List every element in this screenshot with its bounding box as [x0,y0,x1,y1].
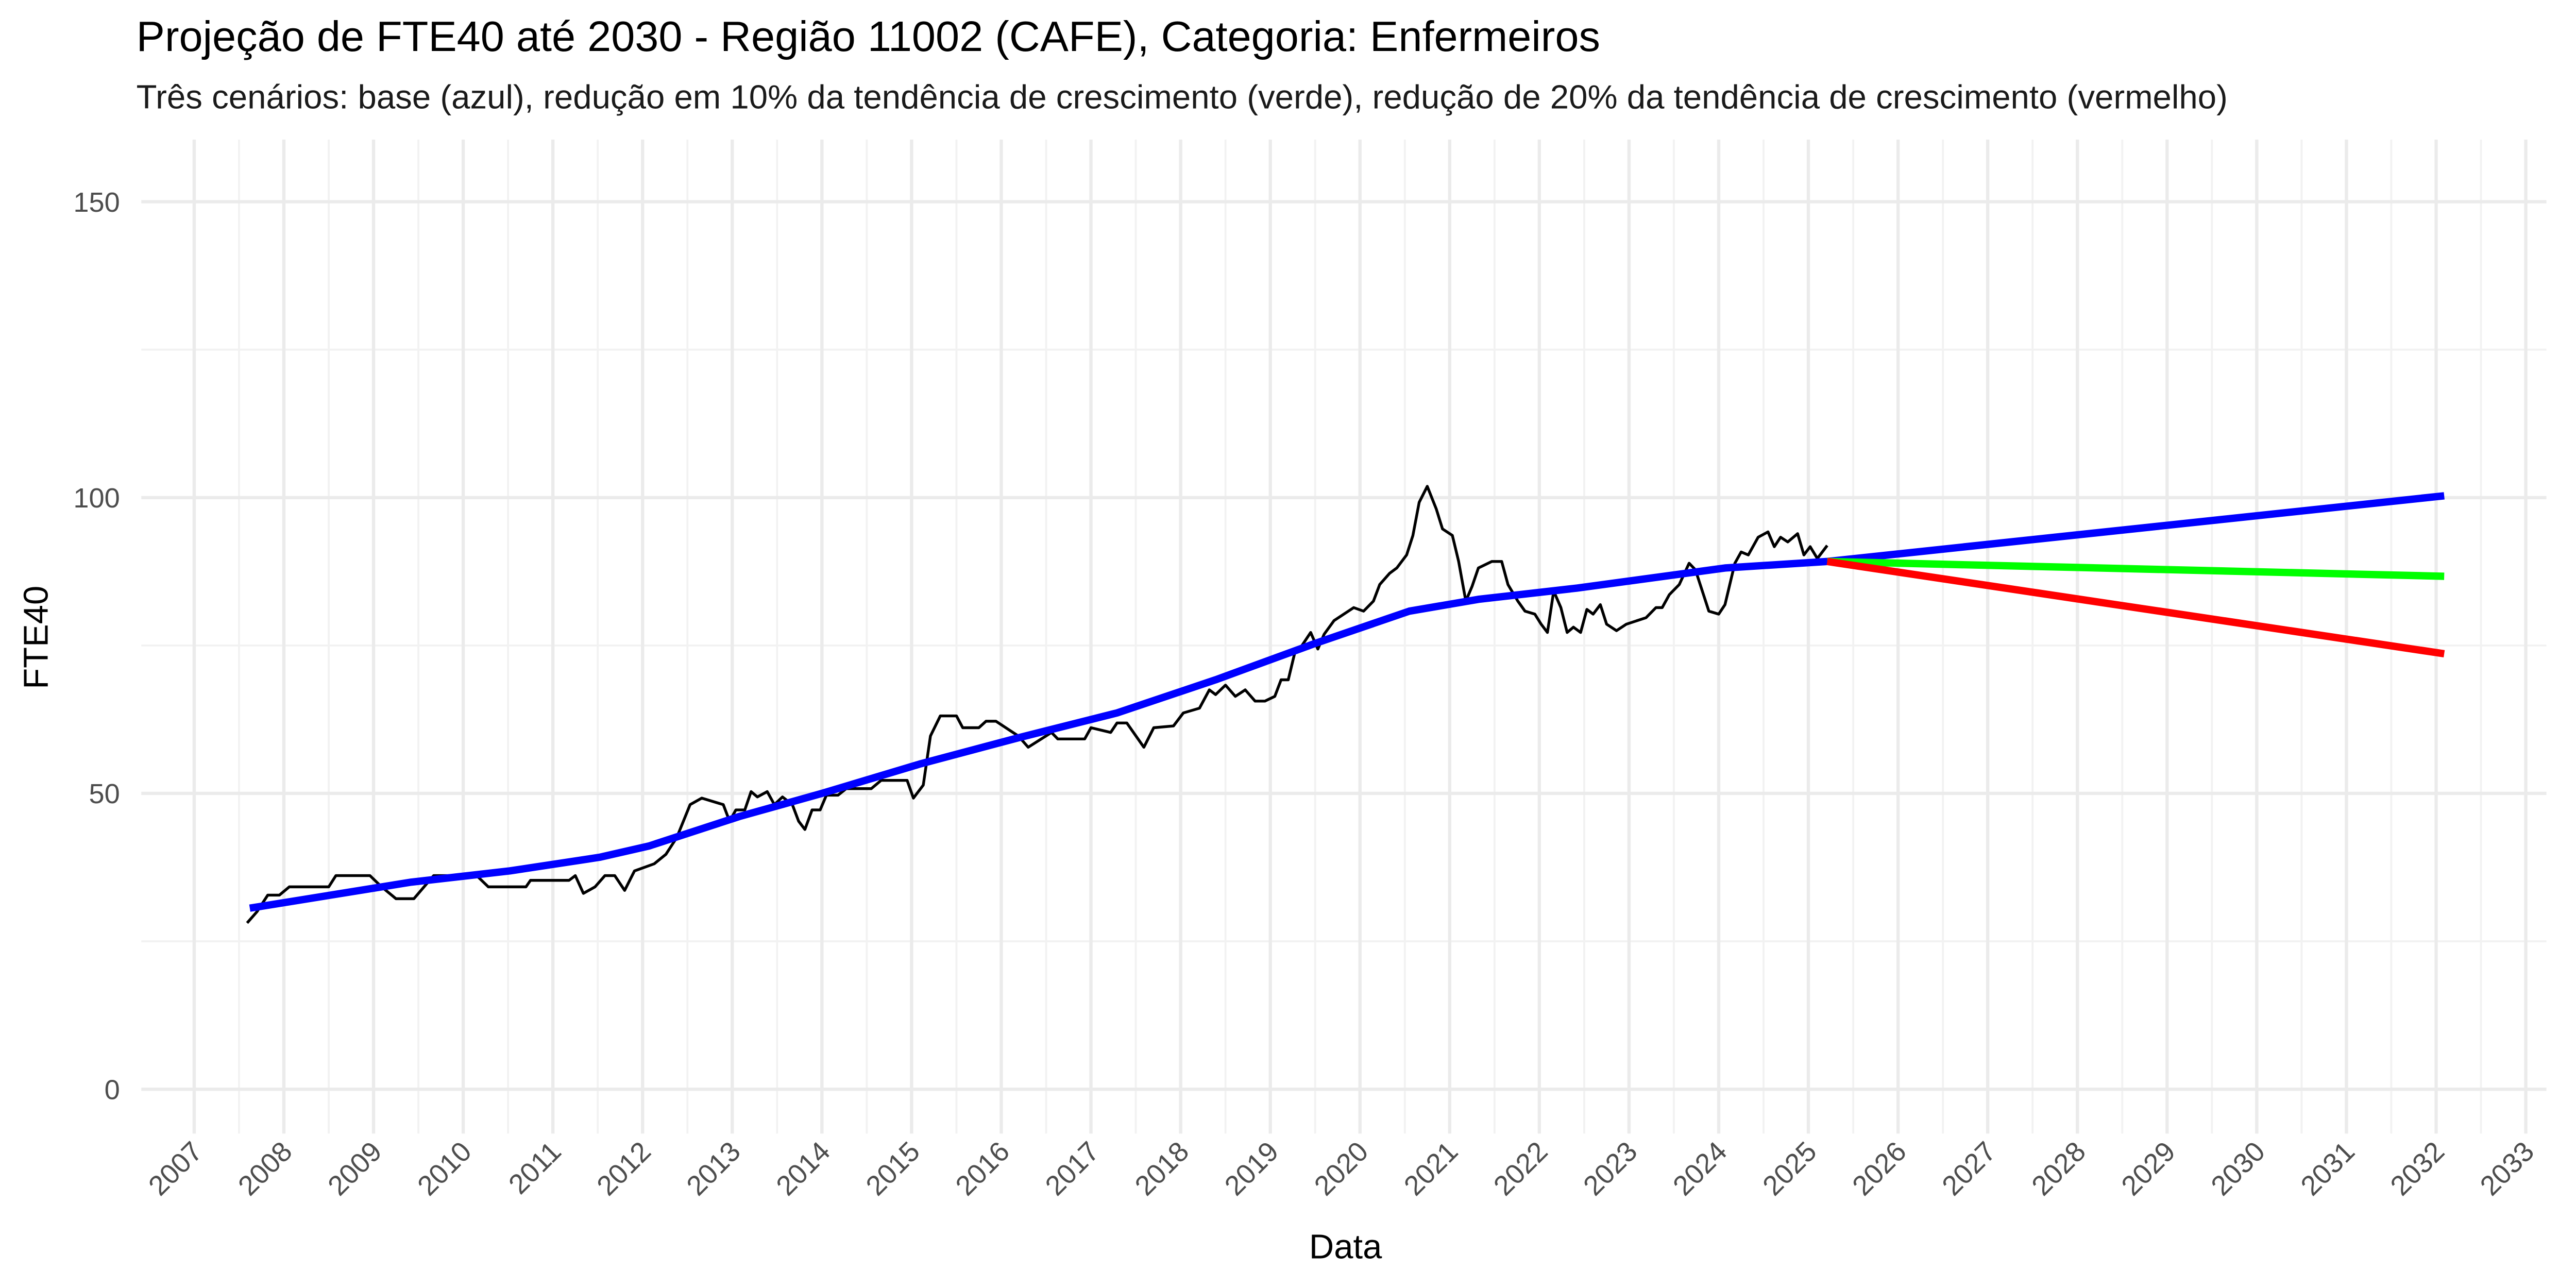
y-axis-label: FTE40 [16,586,55,689]
chart-title: Projeção de FTE40 até 2030 - Região 1100… [137,12,1600,60]
chart-subtitle: Três cenários: base (azul), redução em 1… [137,78,2228,115]
plot-lines [246,485,2445,924]
x-axis-label: Data [1309,1228,1382,1266]
y-tick-label: 0 [105,1074,120,1105]
series-line [1827,557,2445,580]
grid [141,140,2547,1134]
series-line [246,485,1828,924]
y-tick-label: 150 [73,187,120,218]
series-line [249,492,2445,912]
series-line [1826,557,2445,658]
y-tick-label: 100 [73,483,120,514]
y-tick-label: 50 [89,778,120,809]
